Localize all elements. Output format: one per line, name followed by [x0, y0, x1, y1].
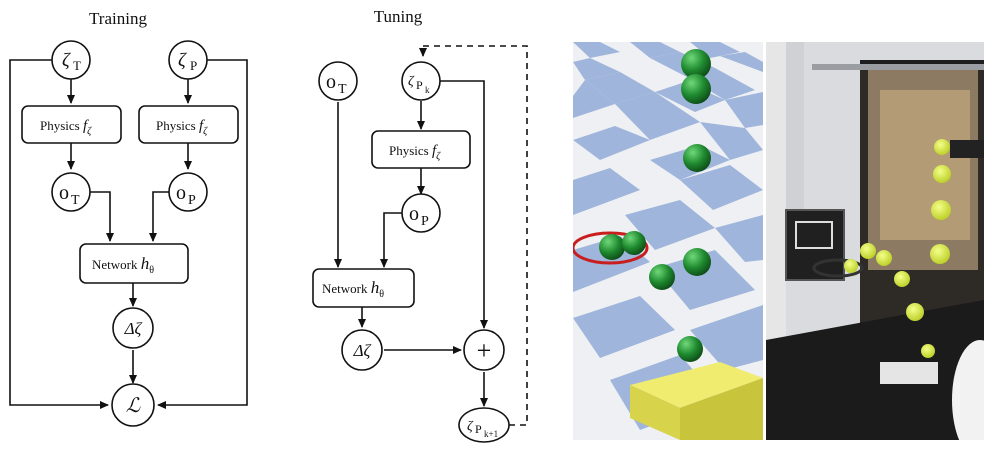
node-network: Network hθ: [79, 243, 189, 284]
svg-text:Δζ: Δζ: [124, 319, 143, 338]
svg-text:Physics fζ: Physics fζ: [156, 118, 208, 137]
svg-text:k+1: k+1: [484, 429, 498, 439]
simulation-render: [573, 42, 763, 440]
tuning-title: Tuning: [374, 7, 423, 26]
svg-text:P: P: [421, 214, 429, 229]
node-delta-zeta: Δζ: [112, 307, 154, 349]
node-o-P-tuning: o P: [401, 193, 441, 233]
tennis-balls: [844, 139, 951, 358]
node-zeta-T: ζ T: [51, 40, 91, 80]
svg-text:k: k: [425, 85, 430, 95]
svg-text:ζ: ζ: [408, 74, 415, 89]
node-delta-zeta-tuning: Δζ: [341, 329, 383, 371]
sim-box: [630, 362, 763, 440]
edge-zetaT-to-loss: [9, 59, 109, 409]
svg-text:o: o: [326, 71, 336, 93]
node-physics-right: Physics fζ: [138, 105, 239, 144]
node-o-P: o P: [168, 172, 208, 212]
svg-text:ℒ: ℒ: [126, 395, 141, 417]
node-network-tuning: Network hθ: [312, 268, 415, 308]
node-loss: ℒ: [111, 383, 155, 427]
edge-oP-network-tuning: [380, 212, 403, 268]
node-physics-tuning: Physics fζ: [371, 130, 471, 169]
svg-text:T: T: [338, 82, 347, 97]
svg-text:ζ: ζ: [62, 50, 71, 71]
svg-text:+: +: [477, 336, 492, 365]
svg-text:Δζ: Δζ: [353, 341, 372, 360]
svg-text:Physics fζ: Physics fζ: [40, 118, 92, 137]
sim-balls: [599, 49, 711, 362]
node-zeta-Pk: ζ P k: [401, 61, 441, 101]
svg-text:T: T: [71, 193, 80, 208]
svg-text:T: T: [73, 58, 81, 73]
node-plus: +: [463, 329, 505, 371]
svg-text:P: P: [190, 58, 197, 73]
node-zeta-P: ζ P: [168, 40, 208, 80]
svg-text:P: P: [188, 193, 196, 208]
target-ring: [573, 231, 649, 265]
edge-zetaP-to-loss: [157, 59, 248, 409]
svg-text:Network hθ: Network hθ: [92, 254, 154, 276]
svg-text:o: o: [176, 182, 186, 204]
svg-text:P: P: [416, 78, 423, 92]
svg-text:o: o: [59, 182, 69, 204]
svg-text:ζ: ζ: [178, 50, 187, 71]
node-zeta-Pk1: ζ P k+1: [458, 407, 510, 443]
svg-text:ζ: ζ: [467, 419, 474, 434]
svg-text:Physics fζ: Physics fζ: [389, 143, 441, 162]
svg-text:Network hθ: Network hθ: [322, 278, 384, 300]
edge-oP-network: [149, 191, 169, 242]
node-physics-left: Physics fζ: [21, 105, 122, 144]
training-diagram: [9, 59, 248, 409]
edge-oT-network: [90, 191, 114, 242]
real-robot-photo: [766, 42, 984, 440]
training-title: Training: [89, 9, 147, 28]
node-o-T-tuning: o T: [318, 61, 358, 101]
edge-zetaPk-plus: [440, 80, 488, 329]
svg-text:P: P: [475, 422, 482, 436]
edge-feedback-dashed: [419, 45, 528, 426]
tuning-diagram: [334, 45, 528, 426]
node-o-T: o T: [51, 172, 91, 212]
svg-text:o: o: [409, 203, 419, 225]
